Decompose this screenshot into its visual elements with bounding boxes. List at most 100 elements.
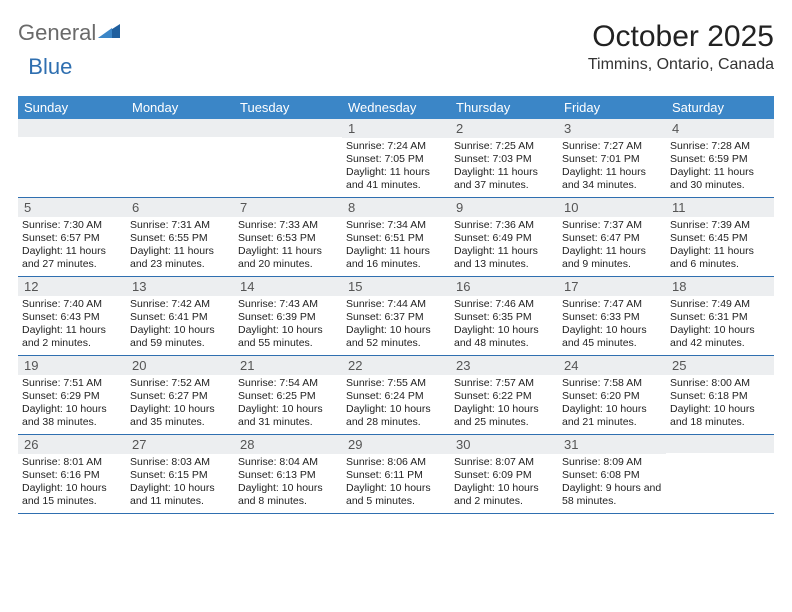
day-number: 16	[450, 277, 558, 296]
day-cell: 22Sunrise: 7:55 AMSunset: 6:24 PMDayligh…	[342, 356, 450, 434]
day-number: 18	[666, 277, 774, 296]
sunset-line: Sunset: 6:11 PM	[346, 469, 446, 482]
day-number	[666, 435, 774, 453]
daylight-line: Daylight: 10 hours and 25 minutes.	[454, 403, 554, 429]
daylight-line: Daylight: 10 hours and 35 minutes.	[130, 403, 230, 429]
day-info: Sunrise: 8:01 AMSunset: 6:16 PMDaylight:…	[22, 456, 122, 509]
day-number	[18, 119, 126, 137]
day-number: 28	[234, 435, 342, 454]
day-number: 25	[666, 356, 774, 375]
sunrise-line: Sunrise: 7:44 AM	[346, 298, 446, 311]
day-number: 4	[666, 119, 774, 138]
sunset-line: Sunset: 6:25 PM	[238, 390, 338, 403]
sunrise-line: Sunrise: 7:36 AM	[454, 219, 554, 232]
day-info: Sunrise: 7:55 AMSunset: 6:24 PMDaylight:…	[346, 377, 446, 430]
daylight-line: Daylight: 10 hours and 55 minutes.	[238, 324, 338, 350]
day-cell: 30Sunrise: 8:07 AMSunset: 6:09 PMDayligh…	[450, 435, 558, 513]
day-info: Sunrise: 7:40 AMSunset: 6:43 PMDaylight:…	[22, 298, 122, 351]
sunrise-line: Sunrise: 8:06 AM	[346, 456, 446, 469]
day-cell: 3Sunrise: 7:27 AMSunset: 7:01 PMDaylight…	[558, 119, 666, 197]
daylight-line: Daylight: 11 hours and 30 minutes.	[670, 166, 770, 192]
day-info: Sunrise: 7:49 AMSunset: 6:31 PMDaylight:…	[670, 298, 770, 351]
week-row: 19Sunrise: 7:51 AMSunset: 6:29 PMDayligh…	[18, 356, 774, 435]
week-row: 26Sunrise: 8:01 AMSunset: 6:16 PMDayligh…	[18, 435, 774, 514]
daylight-line: Daylight: 10 hours and 59 minutes.	[130, 324, 230, 350]
day-info: Sunrise: 8:07 AMSunset: 6:09 PMDaylight:…	[454, 456, 554, 509]
daylight-line: Daylight: 10 hours and 2 minutes.	[454, 482, 554, 508]
day-info: Sunrise: 7:54 AMSunset: 6:25 PMDaylight:…	[238, 377, 338, 430]
sunrise-line: Sunrise: 7:43 AM	[238, 298, 338, 311]
sunset-line: Sunset: 6:51 PM	[346, 232, 446, 245]
sunset-line: Sunset: 6:15 PM	[130, 469, 230, 482]
day-cell	[18, 119, 126, 197]
weekday-sat: Saturday	[666, 96, 774, 119]
day-number: 17	[558, 277, 666, 296]
day-number: 13	[126, 277, 234, 296]
sunset-line: Sunset: 6:43 PM	[22, 311, 122, 324]
daylight-line: Daylight: 10 hours and 21 minutes.	[562, 403, 662, 429]
brand-text-2: Blue	[28, 54, 72, 80]
day-number: 8	[342, 198, 450, 217]
sunset-line: Sunset: 6:57 PM	[22, 232, 122, 245]
sunrise-line: Sunrise: 7:42 AM	[130, 298, 230, 311]
day-info: Sunrise: 8:03 AMSunset: 6:15 PMDaylight:…	[130, 456, 230, 509]
daylight-line: Daylight: 10 hours and 8 minutes.	[238, 482, 338, 508]
day-number: 19	[18, 356, 126, 375]
sunrise-line: Sunrise: 8:09 AM	[562, 456, 662, 469]
location-label: Timmins, Ontario, Canada	[588, 56, 774, 74]
daylight-line: Daylight: 10 hours and 31 minutes.	[238, 403, 338, 429]
day-cell: 8 Sunrise: 7:34 AMSunset: 6:51 PMDaylight…	[342, 198, 450, 276]
day-number	[234, 119, 342, 137]
day-cell: 13 Sunrise: 7:42 AMSunset: 6:41 PMDayligh…	[126, 277, 234, 355]
day-info: Sunrise: 8:09 AMSunset: 6:08 PMDaylight:…	[562, 456, 662, 509]
day-info: Sunrise: 7:28 AMSunset: 6:59 PMDaylight:…	[670, 140, 770, 193]
daylight-line: Daylight: 9 hours and 58 minutes.	[562, 482, 662, 508]
daylight-line: Daylight: 10 hours and 38 minutes.	[22, 403, 122, 429]
daylight-line: Daylight: 11 hours and 34 minutes.	[562, 166, 662, 192]
day-cell: 14Sunrise: 7:43 AMSunset: 6:39 PMDayligh…	[234, 277, 342, 355]
sunrise-line: Sunrise: 7:46 AM	[454, 298, 554, 311]
day-number: 11	[666, 198, 774, 217]
sunset-line: Sunset: 6:27 PM	[130, 390, 230, 403]
sunset-line: Sunset: 6:22 PM	[454, 390, 554, 403]
sunset-line: Sunset: 6:49 PM	[454, 232, 554, 245]
sunset-line: Sunset: 6:59 PM	[670, 153, 770, 166]
day-info: Sunrise: 7:25 AMSunset: 7:03 PMDaylight:…	[454, 140, 554, 193]
sunrise-line: Sunrise: 7:24 AM	[346, 140, 446, 153]
brand-logo: General	[18, 20, 122, 46]
sunrise-line: Sunrise: 7:40 AM	[22, 298, 122, 311]
day-info: Sunrise: 7:34 AMSunset: 6:51 PMDaylight:…	[346, 219, 446, 272]
day-info: Sunrise: 7:42 AMSunset: 6:41 PMDaylight:…	[130, 298, 230, 351]
sunset-line: Sunset: 6:35 PM	[454, 311, 554, 324]
day-number: 21	[234, 356, 342, 375]
sunset-line: Sunset: 6:41 PM	[130, 311, 230, 324]
month-title: October 2025	[588, 20, 774, 54]
day-info: Sunrise: 7:39 AMSunset: 6:45 PMDaylight:…	[670, 219, 770, 272]
day-number: 5	[18, 198, 126, 217]
day-info: Sunrise: 8:04 AMSunset: 6:13 PMDaylight:…	[238, 456, 338, 509]
sunset-line: Sunset: 6:20 PM	[562, 390, 662, 403]
sunset-line: Sunset: 6:08 PM	[562, 469, 662, 482]
day-number: 7	[234, 198, 342, 217]
daylight-line: Daylight: 11 hours and 23 minutes.	[130, 245, 230, 271]
day-cell: 16Sunrise: 7:46 AMSunset: 6:35 PMDayligh…	[450, 277, 558, 355]
sunrise-line: Sunrise: 7:27 AM	[562, 140, 662, 153]
sunset-line: Sunset: 6:53 PM	[238, 232, 338, 245]
daylight-line: Daylight: 11 hours and 13 minutes.	[454, 245, 554, 271]
day-number: 6	[126, 198, 234, 217]
day-number: 15	[342, 277, 450, 296]
day-cell: 2 Sunrise: 7:25 AMSunset: 7:03 PMDaylight…	[450, 119, 558, 197]
sunset-line: Sunset: 6:33 PM	[562, 311, 662, 324]
day-number: 9	[450, 198, 558, 217]
sunset-line: Sunset: 6:18 PM	[670, 390, 770, 403]
daylight-line: Daylight: 10 hours and 18 minutes.	[670, 403, 770, 429]
day-cell: 15Sunrise: 7:44 AMSunset: 6:37 PMDayligh…	[342, 277, 450, 355]
sunrise-line: Sunrise: 8:04 AM	[238, 456, 338, 469]
day-number: 2	[450, 119, 558, 138]
daylight-line: Daylight: 11 hours and 27 minutes.	[22, 245, 122, 271]
day-number	[126, 119, 234, 137]
day-number: 10	[558, 198, 666, 217]
sunrise-line: Sunrise: 7:25 AM	[454, 140, 554, 153]
triangle-icon	[98, 22, 120, 45]
sunset-line: Sunset: 6:39 PM	[238, 311, 338, 324]
